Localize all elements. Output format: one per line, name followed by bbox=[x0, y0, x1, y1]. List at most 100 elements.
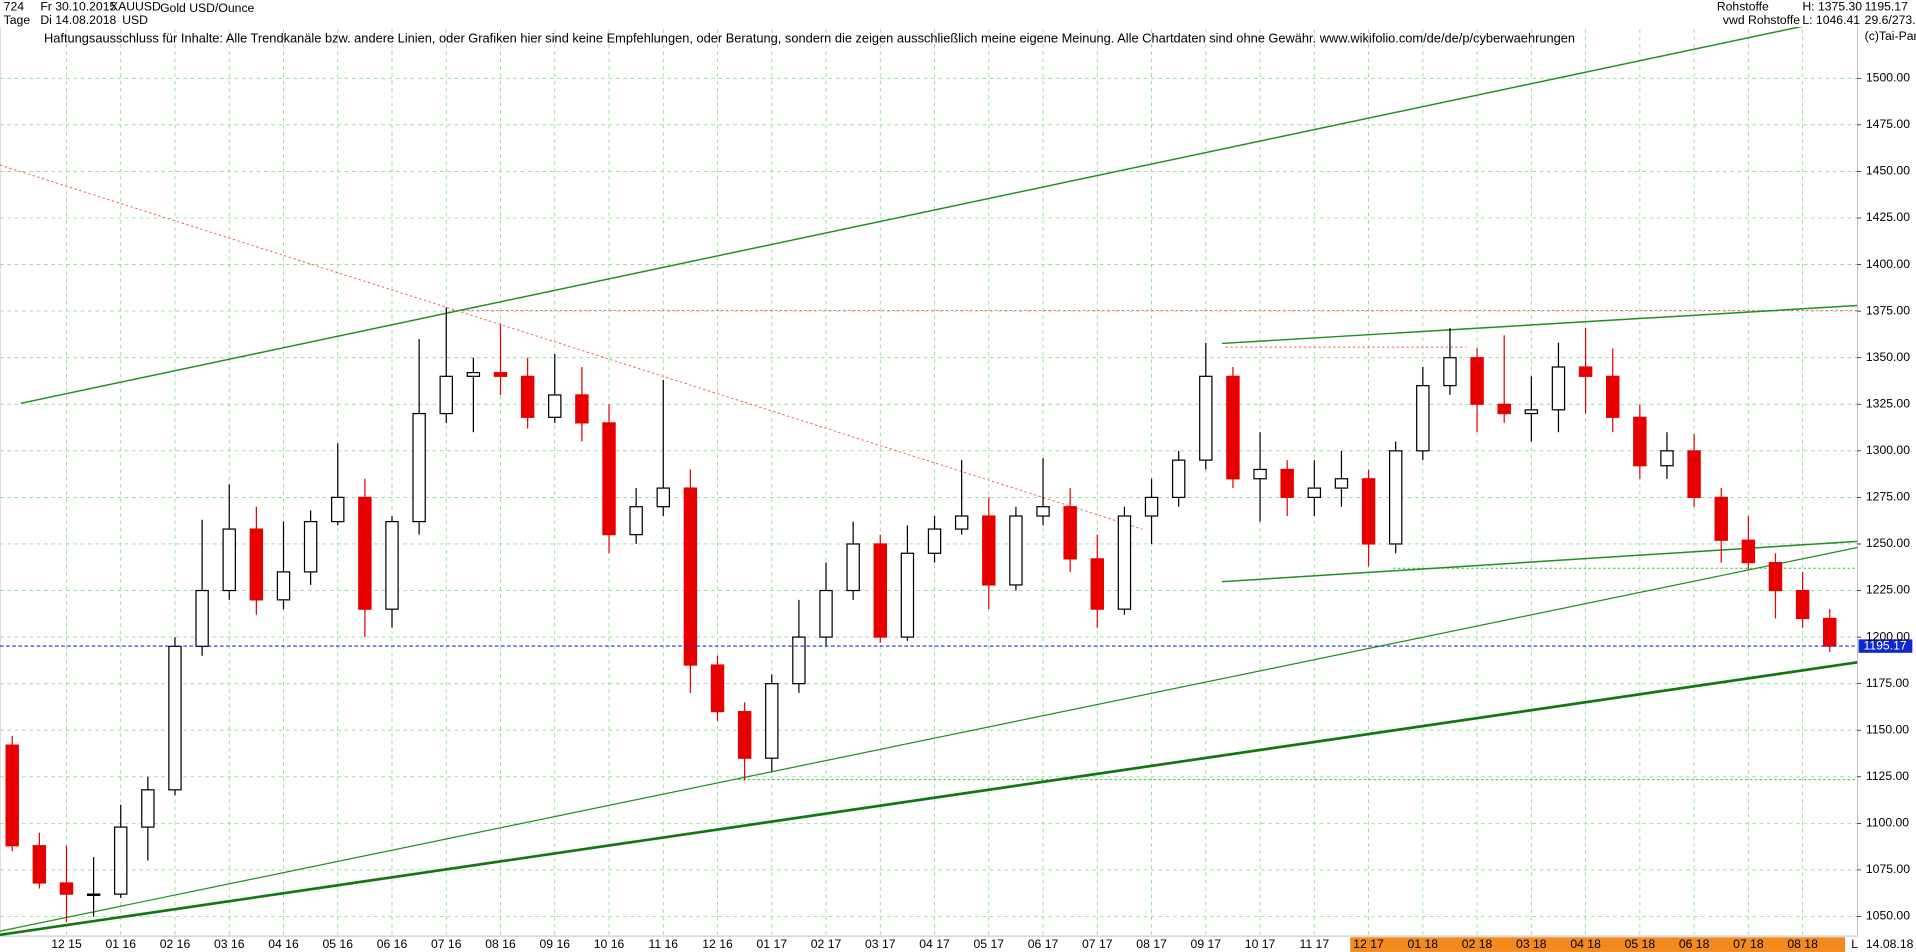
y-tick-label: 1475.00 bbox=[1866, 117, 1910, 131]
y-tick-label: 1200.00 bbox=[1866, 629, 1910, 643]
x-tick-label: 01 17 bbox=[757, 937, 788, 951]
x-tick-label: 10 17 bbox=[1245, 937, 1276, 951]
candle-body bbox=[710, 664, 725, 713]
y-tick-label: 1175.00 bbox=[1866, 676, 1909, 690]
highlight-bar bbox=[1350, 937, 1846, 952]
candle-body bbox=[954, 515, 969, 530]
x-tick-label: 06 18 bbox=[1679, 937, 1710, 951]
x-tick-label: 01 18 bbox=[1408, 937, 1439, 951]
candle-body bbox=[873, 543, 888, 638]
candle-body bbox=[1687, 450, 1701, 499]
candle-body bbox=[1633, 416, 1647, 467]
candle-body bbox=[412, 412, 426, 523]
x-tick-label: 08 16 bbox=[485, 937, 516, 951]
x-tick-label: 11 16 bbox=[648, 937, 678, 951]
candle-body bbox=[1090, 558, 1105, 610]
trend-line bbox=[20, 23, 1812, 405]
candle-body bbox=[276, 571, 291, 601]
candle-body bbox=[1795, 589, 1810, 620]
y-tick-label: 1375.00 bbox=[1866, 303, 1910, 317]
candle-body bbox=[32, 845, 47, 884]
x-tick-label: 01 16 bbox=[105, 937, 136, 951]
candle-body bbox=[1714, 496, 1728, 541]
x-tick-label: 02 16 bbox=[160, 937, 191, 951]
candle-body bbox=[1361, 478, 1376, 545]
candle-body bbox=[656, 487, 670, 508]
x-tick-label: 11 17 bbox=[1299, 937, 1329, 951]
candle-body bbox=[575, 394, 589, 424]
candle-body bbox=[1470, 357, 1484, 405]
y-tick-label: 1075.00 bbox=[1866, 862, 1910, 876]
x-tick-label: 07 16 bbox=[431, 937, 462, 951]
candle-body bbox=[737, 710, 752, 759]
trend-line bbox=[0, 546, 1858, 932]
y-tick-label: 1150.00 bbox=[1866, 722, 1909, 736]
candle-body bbox=[629, 506, 643, 536]
x-tick-label: 08 17 bbox=[1136, 937, 1167, 951]
x-tick-label: 02 18 bbox=[1462, 937, 1493, 951]
x-tick-label: 08 18 bbox=[1787, 937, 1818, 951]
candle-body bbox=[493, 371, 508, 377]
trend-line bbox=[1221, 304, 1858, 345]
candle-body bbox=[683, 487, 698, 666]
y-tick-label: 1050.00 bbox=[1866, 909, 1910, 923]
candle-body bbox=[385, 520, 399, 610]
x-tick-label: 12 16 bbox=[702, 937, 733, 951]
x-tick-label: 07 17 bbox=[1082, 937, 1113, 951]
candle-body bbox=[1823, 617, 1837, 647]
candle-body bbox=[1144, 496, 1159, 517]
candle-body bbox=[900, 552, 915, 638]
y-tick-label: 1100.00 bbox=[1866, 816, 1909, 830]
candle-body bbox=[1009, 515, 1023, 586]
candle-body bbox=[1768, 561, 1783, 592]
candle-body bbox=[1226, 375, 1240, 480]
y-tick-label: 1450.00 bbox=[1866, 164, 1910, 178]
candle-body bbox=[792, 636, 806, 685]
candle-body bbox=[548, 394, 562, 418]
last-price-box bbox=[1858, 639, 1913, 653]
y-axis: 1050.00 1075.00 1100.00 1125.00 1150.00 1175.… bbox=[51, 71, 1910, 951]
y-tick-label: 1225.00 bbox=[1866, 583, 1910, 597]
trend-line bbox=[0, 164, 1143, 530]
y-tick-label: 1350.00 bbox=[1866, 350, 1910, 364]
candle-body bbox=[602, 422, 616, 536]
currency: USD bbox=[122, 13, 148, 27]
x-tick-label: 06 17 bbox=[1028, 937, 1059, 951]
x-tick-label: 03 16 bbox=[214, 937, 245, 951]
candle-body bbox=[249, 528, 264, 601]
x-tick-label: 12 17 bbox=[1353, 937, 1384, 951]
period: Tage bbox=[4, 13, 31, 27]
candle-body bbox=[846, 543, 860, 592]
candle-body bbox=[1117, 515, 1132, 610]
scale-mode: L bbox=[1851, 937, 1858, 951]
plot-area bbox=[0, 0, 1858, 937]
candle-body bbox=[1443, 357, 1457, 387]
y-tick-label: 1250.00 bbox=[1866, 536, 1910, 550]
x-tick-label: 06 16 bbox=[377, 937, 408, 951]
y-tick-label: 1500.00 bbox=[1866, 71, 1910, 85]
candle-body bbox=[59, 882, 74, 895]
source: vwd Rohstoffe bbox=[1723, 13, 1800, 27]
x-tick-label: 03 18 bbox=[1516, 937, 1547, 951]
x-tick-label: 09 17 bbox=[1191, 937, 1222, 951]
candle-body bbox=[520, 375, 535, 418]
x-tick-label: 04 16 bbox=[268, 937, 299, 951]
candle-body bbox=[1741, 539, 1756, 564]
x-tick-label: 09 16 bbox=[539, 937, 570, 951]
candle-body bbox=[439, 375, 453, 415]
x-tick-label: 04 18 bbox=[1570, 937, 1601, 951]
x-tick-label: 10 16 bbox=[594, 937, 625, 951]
candle-body bbox=[1253, 468, 1267, 480]
y-tick-label: 1300.00 bbox=[1866, 443, 1910, 457]
candle-body bbox=[1551, 366, 1566, 411]
x-tick-label: 05 16 bbox=[322, 937, 353, 951]
candle-body bbox=[927, 528, 942, 554]
y-tick-label: 1325.00 bbox=[1866, 396, 1910, 410]
candle-body bbox=[168, 645, 182, 791]
x-tick-label: 02 17 bbox=[811, 937, 842, 951]
x-tick-label: 04 17 bbox=[919, 937, 950, 951]
start-date: Fr 30.10.2015 bbox=[40, 0, 116, 14]
group: Rohstoffe bbox=[1717, 0, 1769, 14]
candle-body bbox=[331, 496, 345, 523]
candle-body bbox=[1307, 487, 1322, 499]
